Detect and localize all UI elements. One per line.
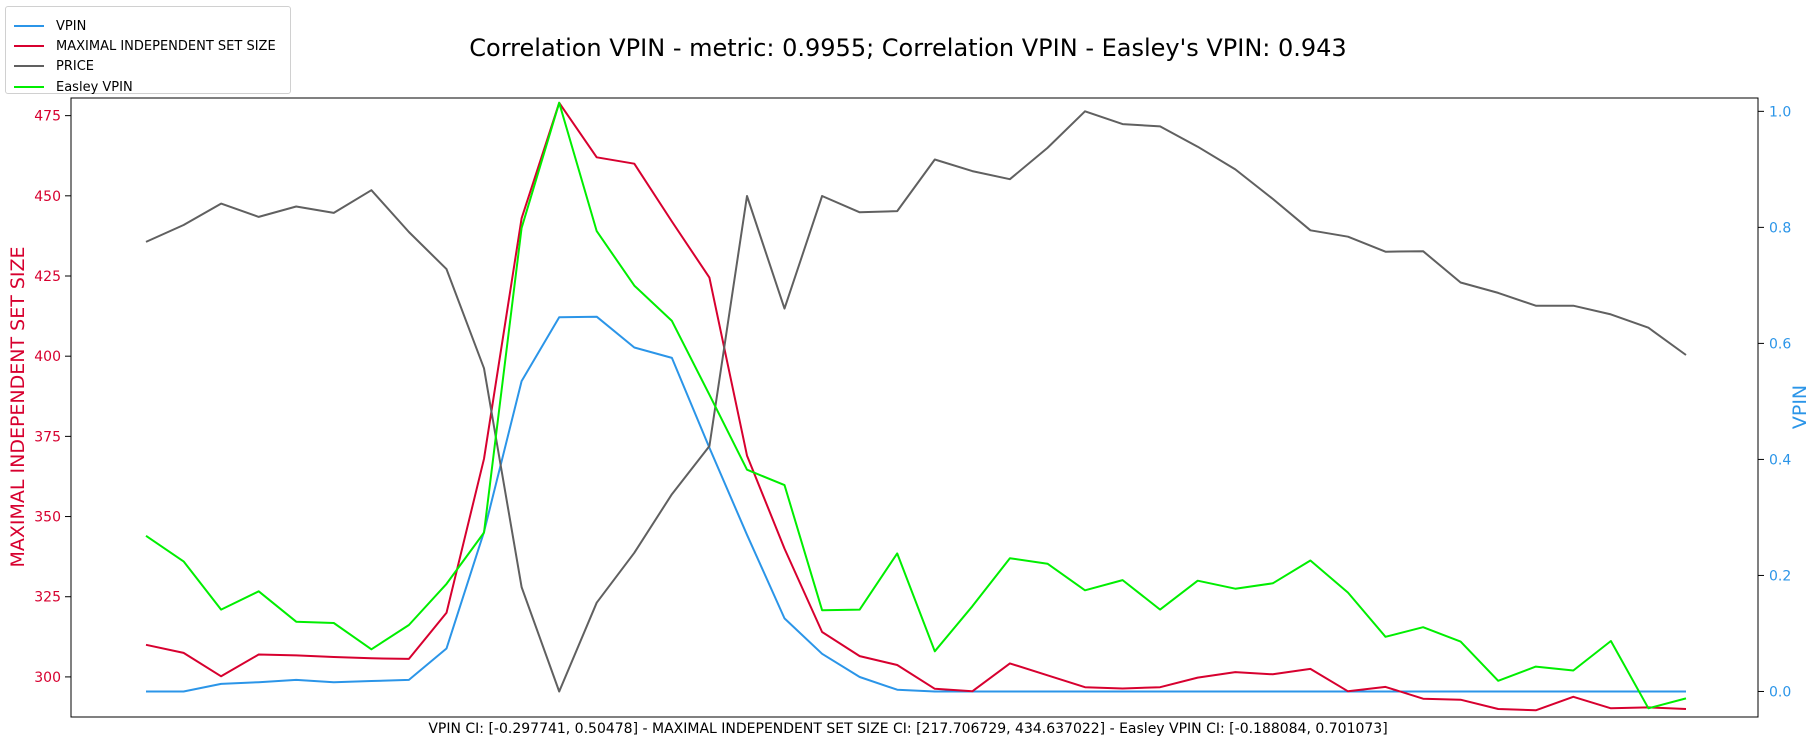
right-axis-tick-label: 0.0 bbox=[1769, 684, 1791, 700]
right-axis-tick-label: 1.0 bbox=[1769, 104, 1791, 120]
series-line-easley-vpin bbox=[145, 101, 1687, 710]
left-axis-tick-label: 375 bbox=[34, 429, 61, 445]
legend: VPIN MAXIMAL INDEPENDENT SET SIZE PRICE … bbox=[5, 6, 291, 97]
legend-item-easley-vpin: Easley VPIN bbox=[14, 77, 133, 97]
right-axis-tick-label: 0.4 bbox=[1769, 452, 1791, 468]
right-axis-tick-label: 0.6 bbox=[1769, 336, 1791, 352]
chart-footer: VPIN CI: [-0.297741, 0.50478] - MAXIMAL … bbox=[428, 721, 1388, 737]
legend-swatch-price bbox=[14, 65, 44, 67]
left-axis-tick-label: 400 bbox=[34, 349, 61, 365]
series-layer bbox=[145, 101, 1687, 712]
right-axis-tick-label: 0.2 bbox=[1769, 568, 1791, 584]
legend-item-mis-size: MAXIMAL INDEPENDENT SET SIZE bbox=[14, 36, 276, 56]
right-axis-ticks: 0.0 0.2 0.4 0.6 0.8 1.0 bbox=[1758, 104, 1791, 700]
series-line-vpin bbox=[146, 315, 1686, 693]
left-axis-tick-label: 425 bbox=[34, 269, 61, 285]
left-axis-label: MAXIMAL INDEPENDENT SET SIZE bbox=[7, 246, 29, 567]
series-line-maximal-independent-set-size bbox=[145, 101, 1687, 712]
chart-title: Correlation VPIN - metric: 0.9955; Corre… bbox=[469, 34, 1347, 62]
right-axis-label: VPIN bbox=[1789, 385, 1811, 429]
legend-swatch-easley-vpin bbox=[14, 86, 44, 88]
series-line-price bbox=[145, 110, 1687, 693]
legend-label-mis-size: MAXIMAL INDEPENDENT SET SIZE bbox=[56, 38, 276, 54]
legend-item-vpin: VPIN bbox=[14, 16, 86, 36]
legend-swatch-mis-size bbox=[14, 45, 44, 47]
legend-item-price: PRICE bbox=[14, 56, 94, 76]
left-axis-tick-label: 325 bbox=[34, 590, 61, 606]
left-axis-tick-label: 300 bbox=[34, 670, 61, 686]
left-axis-tick-label: 475 bbox=[34, 109, 61, 125]
left-axis-ticks: 300 325 350 375 400 425 450 475 bbox=[34, 109, 71, 686]
legend-label-price: PRICE bbox=[56, 58, 94, 74]
left-axis-tick-label: 350 bbox=[34, 510, 61, 526]
plot-area bbox=[70, 97, 1759, 718]
right-axis-tick-label: 0.8 bbox=[1769, 220, 1791, 236]
legend-swatch-vpin bbox=[14, 25, 44, 27]
legend-label-vpin: VPIN bbox=[56, 18, 87, 34]
left-axis-tick-label: 450 bbox=[34, 189, 61, 205]
legend-label-easley-vpin: Easley VPIN bbox=[56, 79, 133, 95]
